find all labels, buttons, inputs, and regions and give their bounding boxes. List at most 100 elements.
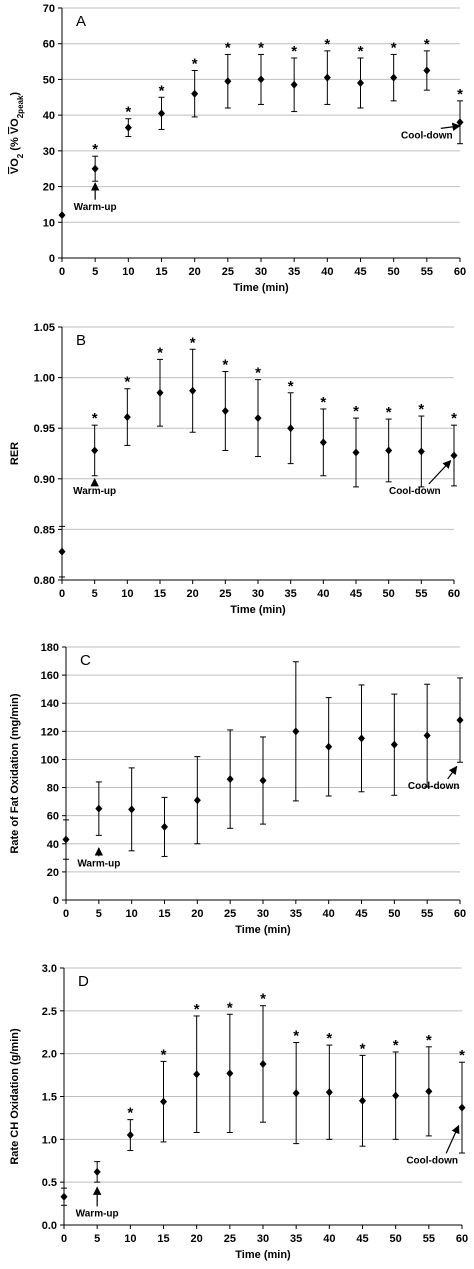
y-tick-label: 1.5	[42, 1092, 57, 1104]
x-tick-label: 5	[96, 908, 102, 920]
y-tick-label: 40	[47, 839, 59, 851]
data-point: *	[126, 1105, 134, 1151]
x-axis-label: Time (min)	[230, 604, 286, 616]
data-point: *	[425, 1032, 433, 1137]
diamond-marker	[259, 776, 267, 785]
x-tick-label: 35	[285, 588, 297, 600]
x-tick-label: 25	[222, 266, 234, 278]
diamond-marker	[161, 822, 168, 831]
x-tick-label: 30	[257, 908, 269, 920]
significance-star: *	[393, 1037, 399, 1054]
data-point	[60, 1187, 68, 1206]
x-tick-label: 10	[121, 588, 133, 600]
significance-star: *	[391, 39, 397, 56]
significance-star: *	[386, 404, 392, 421]
warmup-label: Warm-up	[76, 1208, 119, 1219]
x-tick-label: 15	[157, 1233, 169, 1245]
significance-star: *	[190, 334, 196, 351]
significance-star: *	[255, 365, 261, 382]
x-tick-label: 20	[189, 266, 201, 278]
significance-star: *	[451, 410, 457, 427]
y-tick-label: 30	[43, 146, 55, 158]
data-point: *	[323, 36, 331, 105]
data-point	[62, 819, 70, 860]
data-point	[456, 677, 464, 763]
diamond-marker	[123, 413, 131, 422]
x-tick-label: 45	[355, 908, 367, 920]
data-point: *	[325, 1030, 333, 1140]
y-tick-label: 2.5	[42, 1006, 57, 1018]
x-tick-label: 35	[288, 266, 300, 278]
diamond-marker	[292, 1089, 300, 1098]
significance-star: *	[418, 401, 424, 418]
significance-star: *	[291, 43, 297, 60]
diamond-marker	[58, 547, 66, 556]
x-axis-label: Time (min)	[235, 924, 291, 936]
x-tick-label: 10	[126, 908, 138, 920]
data-point	[358, 684, 365, 793]
x-tick-label: 45	[356, 1233, 368, 1245]
diamond-marker	[156, 388, 164, 397]
significance-star: *	[326, 1030, 332, 1047]
diamond-marker	[358, 734, 365, 743]
data-point	[259, 736, 267, 825]
diamond-marker	[357, 79, 364, 87]
y-tick-label: 0.0	[42, 1220, 57, 1232]
x-tick-label: 45	[354, 266, 366, 278]
y-tick-label: 1.00	[34, 373, 55, 385]
significance-star: *	[293, 1028, 299, 1045]
x-tick-label: 55	[423, 1233, 435, 1245]
significance-star: *	[358, 43, 364, 60]
diamond-marker	[254, 414, 262, 423]
diamond-marker	[193, 796, 201, 805]
data-point: *	[392, 1037, 400, 1140]
x-tick-label: 60	[456, 1233, 468, 1245]
data-point: *	[352, 403, 360, 488]
cooldown-arrow	[440, 122, 461, 131]
y-tick-label: 10	[43, 217, 55, 229]
diamond-marker	[221, 406, 229, 415]
y-tick-label: 100	[41, 754, 59, 766]
data-point	[58, 525, 66, 578]
significance-star: *	[353, 403, 359, 420]
diamond-marker	[95, 804, 103, 813]
significance-star: *	[426, 1032, 432, 1049]
x-tick-label: 50	[388, 908, 400, 920]
x-tick-label: 60	[448, 588, 460, 600]
significance-star: *	[194, 1001, 200, 1018]
significance-star: *	[127, 1105, 133, 1122]
x-tick-label: 25	[224, 908, 236, 920]
data-point: *	[423, 36, 431, 91]
y-tick-label: 50	[43, 74, 55, 86]
y-tick-label: 2.0	[42, 1049, 57, 1061]
y-tick-label: 180	[41, 642, 59, 654]
y-tick-label: 80	[47, 783, 59, 795]
diamond-marker	[160, 1097, 167, 1106]
x-tick-label: 35	[290, 1233, 302, 1245]
x-axis-label: Time (min)	[233, 282, 289, 294]
y-tick-label: 0.95	[34, 423, 55, 435]
data-point	[390, 693, 398, 796]
chart-panel-b: 0.80 0.85 0.90 0.95 1.00 1.05 0 5 10 15 20 25 30 35 40…	[9, 322, 460, 616]
data-point: *	[189, 334, 197, 433]
chart-panel-d: 0.0 0.5 1.0 1.5 2.0 2.5 3.0 0 5 10 15 20 25 30 35 40 45 5…	[9, 963, 468, 1261]
y-axis-label: RER	[9, 442, 21, 465]
x-tick-label: 50	[388, 266, 400, 278]
y-tick-label: 0.80	[34, 575, 55, 587]
y-tick-label: 140	[41, 698, 59, 710]
data-point: *	[359, 1040, 366, 1147]
data-point	[226, 729, 234, 829]
diamond-marker	[91, 446, 99, 455]
significance-star: *	[320, 394, 326, 411]
data-point	[58, 211, 66, 220]
data-point	[325, 697, 333, 797]
diamond-marker	[423, 66, 431, 75]
x-tick-label: 20	[187, 588, 199, 600]
x-tick-label: 55	[415, 588, 427, 600]
diamond-marker	[325, 1088, 333, 1097]
diamond-marker	[390, 73, 398, 82]
x-tick-label: 50	[390, 1233, 402, 1245]
data-point: *	[224, 39, 232, 109]
significance-star: *	[222, 357, 228, 374]
data-point	[161, 796, 168, 857]
